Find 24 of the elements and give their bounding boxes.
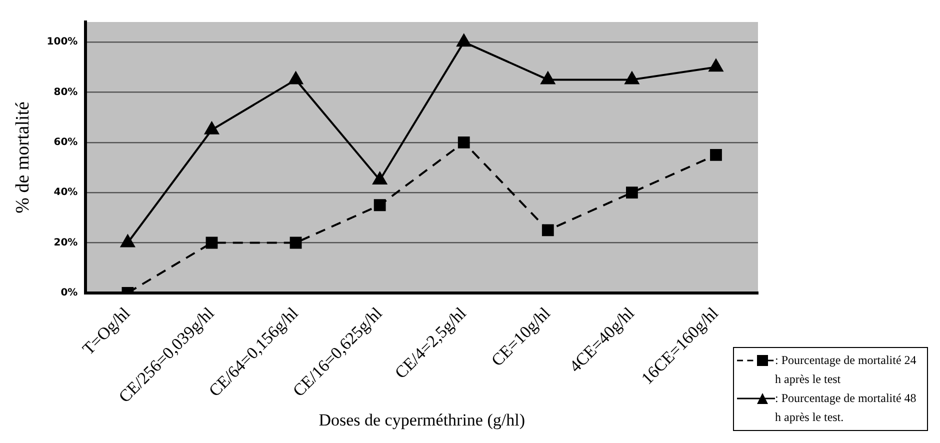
point bbox=[458, 136, 470, 148]
point bbox=[708, 59, 724, 72]
y-tick-label: 20% bbox=[54, 237, 78, 248]
legend-label: : Pourcentage de mortalité 24 h après le test bbox=[775, 352, 918, 388]
y-tick-label: 100% bbox=[46, 36, 78, 48]
point bbox=[624, 72, 640, 84]
y-tick-label: 40% bbox=[54, 187, 78, 198]
legend-label: : Pourcentage de mortalité 48 h après le test. bbox=[775, 390, 918, 426]
y-tick-label: 80% bbox=[54, 86, 78, 98]
point bbox=[710, 149, 722, 161]
point bbox=[290, 236, 302, 249]
y-tick-label: 0% bbox=[60, 288, 78, 299]
x-axis-title: Doses de cyperméthrine (g/hl) bbox=[318, 410, 525, 430]
point bbox=[204, 122, 219, 134]
point bbox=[626, 186, 638, 199]
y-axis-title: % de mortalité bbox=[12, 102, 34, 214]
point bbox=[206, 236, 218, 249]
point bbox=[372, 172, 387, 185]
point bbox=[288, 72, 303, 84]
y-tick-label: 60% bbox=[54, 137, 78, 148]
point bbox=[374, 199, 386, 212]
point bbox=[542, 224, 554, 236]
point bbox=[540, 72, 555, 84]
point bbox=[456, 34, 471, 47]
